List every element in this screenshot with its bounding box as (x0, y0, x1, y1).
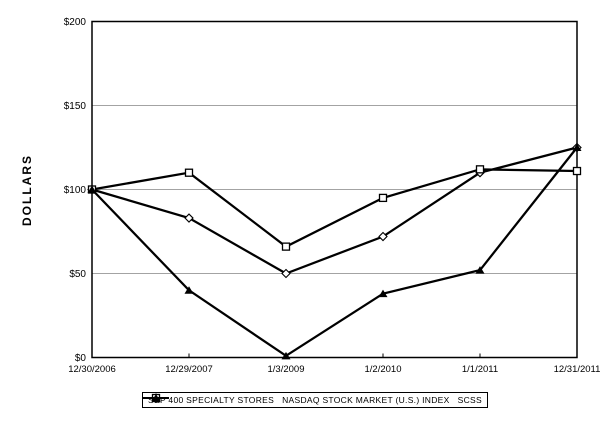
data-point (281, 351, 291, 360)
triangle-marker-icon (281, 351, 291, 360)
x-axis-label: 12/29/2007 (165, 364, 213, 375)
x-axis-label: 1/2/2010 (365, 364, 402, 375)
data-point (378, 289, 388, 298)
square-marker-icon (281, 242, 291, 251)
data-point (475, 165, 485, 174)
x-axis-label: 12/31/2011 (554, 364, 601, 375)
legend-line-sample (143, 394, 169, 402)
diamond-marker-icon (378, 231, 388, 242)
series-line (91, 146, 578, 275)
y-axis-title: DOLLARS (20, 154, 34, 226)
triangle-marker-icon (572, 143, 582, 151)
triangle-marker-icon (87, 185, 97, 193)
square-marker-icon (475, 165, 485, 174)
series-line (91, 146, 578, 358)
diamond-marker-icon (281, 268, 291, 279)
square-marker-icon (184, 168, 194, 177)
data-point (572, 143, 582, 151)
triangle-marker-icon (151, 394, 161, 402)
data-point (572, 166, 582, 176)
data-point (378, 231, 388, 242)
square-marker-icon (572, 166, 582, 176)
legend-label: NASDAQ STOCK MARKET (U.S.) INDEX (282, 395, 450, 405)
legend-label: S&P 400 SPECIALTY STORES (148, 395, 275, 405)
data-point (281, 268, 291, 279)
data-point (281, 242, 291, 251)
y-axis-label: $50 (69, 269, 86, 280)
y-axis-label: $200 (64, 17, 87, 28)
diamond-marker-icon (184, 213, 194, 223)
square-marker-icon (378, 193, 388, 203)
data-point (475, 266, 485, 274)
x-axis-label: 1/1/2011 (462, 364, 498, 375)
data-point (184, 168, 194, 177)
y-axis-label: $150 (64, 101, 87, 112)
data-point (184, 213, 194, 223)
data-point (378, 193, 388, 203)
triangle-marker-icon (378, 289, 388, 298)
x-axis-label: 1/3/2009 (268, 364, 305, 375)
legend-label: SCSS (457, 395, 482, 405)
triangle-marker-icon (475, 266, 485, 274)
y-axis-label: $100 (64, 185, 87, 196)
data-point (184, 286, 194, 294)
legend-item: SCSS (143, 394, 482, 405)
y-axis-label: $0 (75, 353, 87, 364)
legend-item: NASDAQ STOCK MARKET (U.S.) INDEX (143, 393, 450, 405)
series-line (91, 168, 578, 248)
triangle-marker-icon (184, 286, 194, 294)
legend: S&P 400 SPECIALTY STORES NASDAQ STOCK MAR… (142, 392, 488, 408)
data-point (87, 185, 97, 193)
x-axis-label: 12/30/2006 (68, 364, 116, 375)
